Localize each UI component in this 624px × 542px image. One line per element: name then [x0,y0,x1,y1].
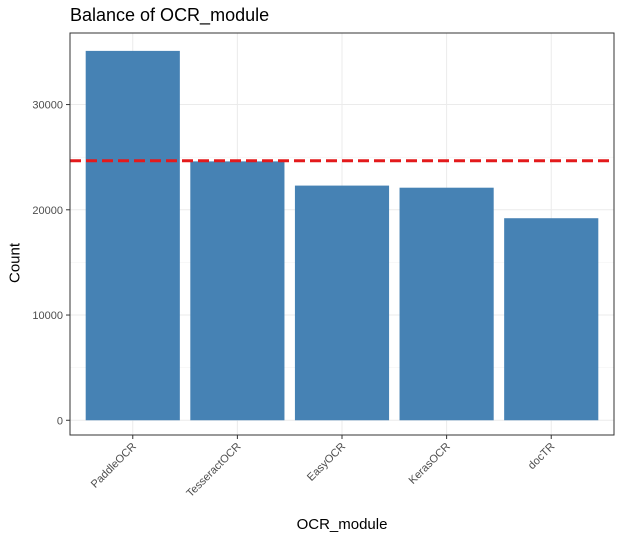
bar-kerasocr [399,187,494,421]
chart-title: Balance of OCR_module [70,5,270,25]
x-axis-title: OCR_module [296,516,388,533]
y-tick-label: 10000 [32,310,63,322]
bar-easyocr [294,185,390,421]
y-tick-label: 30000 [32,100,63,112]
bar-tesseractocr [190,161,285,421]
bar-layer [85,50,599,421]
y-tick-label: 20000 [32,205,63,217]
x-tick-label: TesseractOCR [184,441,243,500]
x-tick-label: docTR [526,441,557,472]
bar-paddleocr [85,50,180,421]
x-tick-label: EasyOCR [305,441,348,484]
x-tick-label: KerasOCR [407,441,453,487]
x-tick-label: PaddleOCR [89,441,139,491]
bar-doctr [504,218,599,421]
y-tick-label: 0 [57,415,63,427]
